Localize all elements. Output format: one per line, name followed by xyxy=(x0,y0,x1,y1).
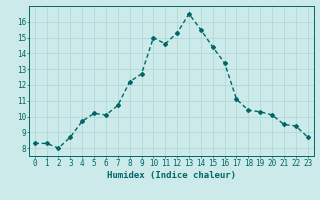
X-axis label: Humidex (Indice chaleur): Humidex (Indice chaleur) xyxy=(107,171,236,180)
